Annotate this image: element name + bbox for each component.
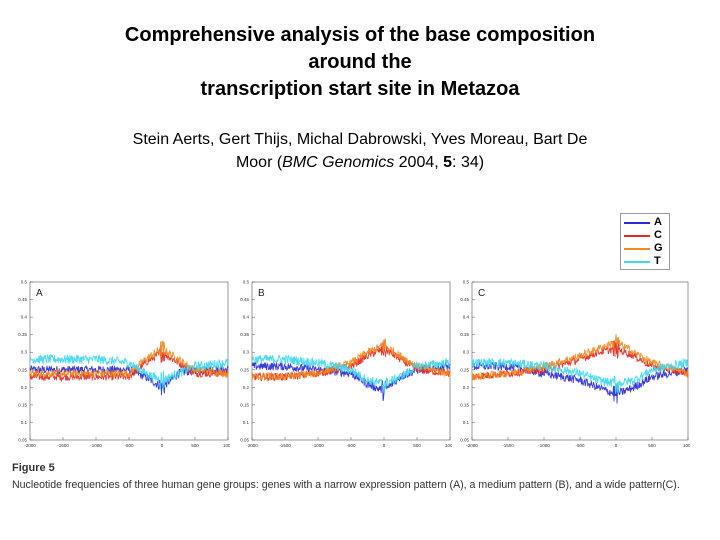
y-tick-label: 0.45 <box>240 297 249 302</box>
legend-item-t: T <box>624 255 668 267</box>
legend-swatch-a <box>624 222 650 224</box>
chart-panel-b: 0.05 0.1 0.15 0.2 0.25 0.3 0.35 0.4 0.45 0.5 -2000… <box>240 280 452 449</box>
y-tick-label: 0.1 <box>463 420 470 425</box>
chart-legend: A C G T <box>620 213 670 270</box>
chart-panel-a: 0.05 0.1 0.15 0.2 0.25 0.3 0.35 0.4 0.45 0.5 -2000… <box>18 280 230 449</box>
y-tick-label: 0.35 <box>18 332 27 337</box>
x-tick-label: 1000 <box>445 443 452 448</box>
y-tick-label: 0.25 <box>18 367 27 372</box>
y-tick-label: 0.3 <box>21 350 28 355</box>
y-tick-label: 0.25 <box>240 367 249 372</box>
y-tick-label: 0.1 <box>243 420 250 425</box>
legend-swatch-c <box>624 235 650 237</box>
x-tick-label: -1500 <box>279 443 291 448</box>
y-tick-label: 0.5 <box>243 280 250 285</box>
legend-label-a: A <box>654 216 662 228</box>
y-tick-label: 0.4 <box>243 315 250 320</box>
authors-line-1: Stein Aerts, Gert Thijs, Michal Dabrowsk… <box>132 131 588 148</box>
y-tick-label: 0.45 <box>18 297 27 302</box>
title-line-3: transcription start site in Metazoa <box>200 78 520 100</box>
y-tick-label: 0.35 <box>460 332 469 337</box>
series-line-t <box>29 353 229 390</box>
x-tick-label: 500 <box>191 443 199 448</box>
x-tick-label: -2000 <box>246 443 258 448</box>
y-tick-label: 0.5 <box>463 280 470 285</box>
legend-item-g: G <box>624 242 668 254</box>
x-tick-label: -1500 <box>57 443 69 448</box>
panel-label: C <box>478 288 485 299</box>
y-tick-label: 0.05 <box>18 438 27 443</box>
plot-area <box>29 281 229 441</box>
legend-item-a: A <box>624 216 668 228</box>
series-line-g <box>471 334 689 381</box>
y-tick-label: 0.25 <box>460 367 469 372</box>
authors-line-2: Moor (BMC Genomics 2004, 5: 34) <box>40 151 680 174</box>
x-tick-label: 1000 <box>683 443 690 448</box>
legend-item-c: C <box>624 229 668 241</box>
y-tick-label: 0.1 <box>21 420 28 425</box>
y-tick-label: 0.5 <box>21 280 28 285</box>
y-tick-label: 0.4 <box>21 315 28 320</box>
figure-caption: Nucleotide frequencies of three human ge… <box>12 479 680 491</box>
citation-volume: 5 <box>443 154 453 171</box>
series-line-a <box>471 361 689 404</box>
legend-label-t: T <box>654 255 661 267</box>
x-tick-label: -1000 <box>312 443 324 448</box>
legend-label-c: C <box>654 229 662 241</box>
y-tick-label: 0.4 <box>463 315 470 320</box>
y-tick-label: 0.2 <box>21 385 28 390</box>
x-tick-label: -1000 <box>90 443 102 448</box>
y-tick-label: 0.45 <box>460 297 469 302</box>
x-tick-label: -500 <box>124 443 134 448</box>
y-tick-label: 0.35 <box>240 332 249 337</box>
authors-line-2-pre: Moor ( <box>235 154 283 171</box>
x-tick-label: 0 <box>161 443 164 448</box>
chart-panel-c: 0.05 0.1 0.15 0.2 0.25 0.3 0.35 0.4 0.45 0.5 -2000… <box>460 280 690 449</box>
series-line-a <box>29 364 229 396</box>
journal-name: BMC Genomics <box>282 154 395 171</box>
series-line-t <box>471 357 689 394</box>
x-tick-label: -1000 <box>538 443 550 448</box>
x-tick-label: 500 <box>648 443 656 448</box>
slide-title: Comprehensive analysis of the base compo… <box>40 22 680 103</box>
x-tick-label: -500 <box>575 443 585 448</box>
x-tick-label: -2000 <box>466 443 478 448</box>
x-tick-label: 0 <box>383 443 386 448</box>
y-tick-label: 0.3 <box>463 350 470 355</box>
x-tick-label: 1000 <box>223 443 230 448</box>
legend-label-g: G <box>654 242 663 254</box>
x-tick-label: -1500 <box>502 443 514 448</box>
citation-year: 2004, <box>394 154 444 171</box>
series-line-t <box>251 353 451 395</box>
y-tick-label: 0.15 <box>460 402 469 407</box>
panel-label: A <box>36 288 43 299</box>
y-tick-label: 0.3 <box>243 350 250 355</box>
y-tick-label: 0.2 <box>243 385 250 390</box>
title-line-2: around the <box>308 51 412 73</box>
panel-label: B <box>258 288 265 299</box>
x-tick-label: -2000 <box>24 443 36 448</box>
x-tick-label: 500 <box>413 443 421 448</box>
legend-swatch-g <box>624 248 650 250</box>
x-tick-label: -500 <box>346 443 356 448</box>
title-line-1: Comprehensive analysis of the base compo… <box>124 24 596 46</box>
y-tick-label: 0.15 <box>18 402 27 407</box>
y-tick-label: 0.2 <box>463 385 470 390</box>
y-tick-label: 0.05 <box>460 438 469 443</box>
y-tick-label: 0.15 <box>240 402 249 407</box>
figure-label: Figure 5 <box>12 462 55 474</box>
x-tick-label: 0 <box>615 443 618 448</box>
citation-pages: : 34) <box>452 154 485 171</box>
citation: Stein Aerts, Gert Thijs, Michal Dabrowsk… <box>40 128 680 174</box>
series-line-g <box>29 340 229 379</box>
y-tick-label: 0.05 <box>240 438 249 443</box>
legend-swatch-t <box>624 261 650 263</box>
